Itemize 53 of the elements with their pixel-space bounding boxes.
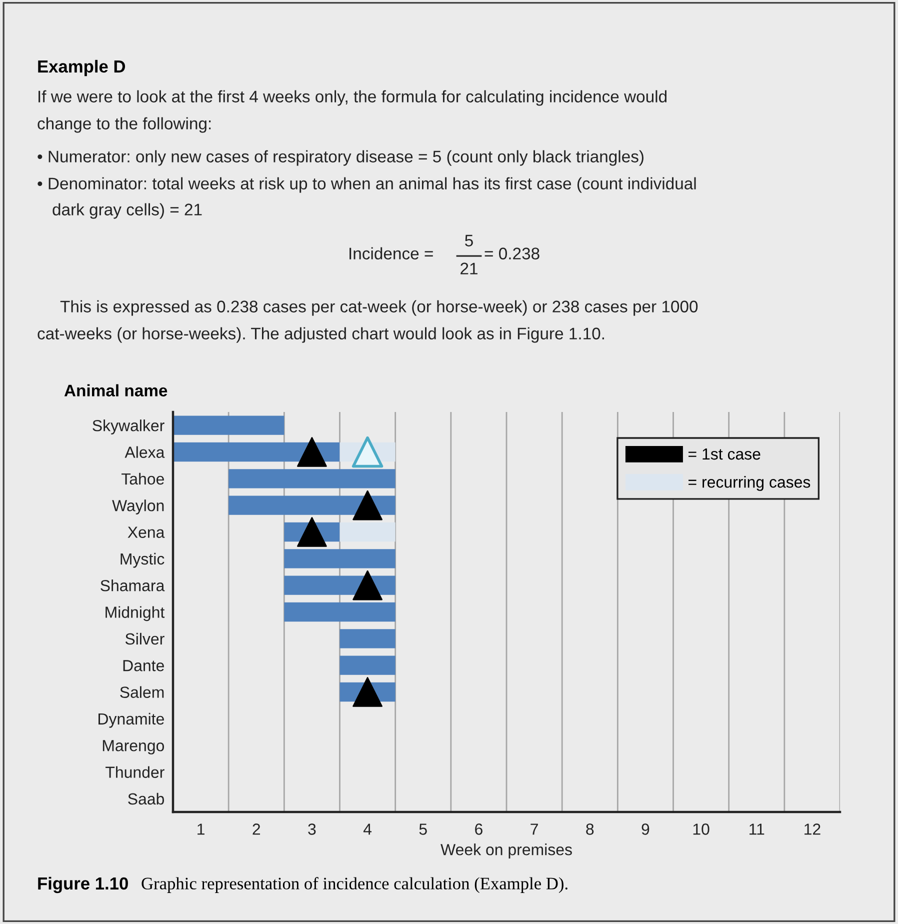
y-tick-label: Xena (128, 526, 165, 538)
x-tick-label: 2 (252, 824, 260, 835)
text: Graphic representation of incidence calculation (Example D). (142, 877, 568, 893)
text: change to the following: (38, 117, 211, 133)
x-tick-label: 5 (419, 824, 427, 835)
y-tick-label: Marengo (102, 740, 164, 754)
y-tick-label: Thunder (106, 766, 164, 778)
y-tick-label: Dante (123, 660, 164, 672)
y-tick-label: Salem (120, 686, 164, 698)
bar (284, 549, 396, 568)
bar (284, 602, 396, 622)
x-tick-label: 4 (363, 824, 372, 835)
y-tick-label: Mystic (120, 552, 164, 568)
chart-title: Example D (38, 60, 126, 76)
text: cat-weeks (or horse-weeks). The adjusted chart would look as in Figure 1.10. (38, 327, 604, 343)
bar (340, 629, 396, 648)
y-tick-label: Dynamite (98, 712, 164, 728)
x-tick-label: 7 (530, 824, 538, 835)
y-axis-title: Animal name (64, 384, 168, 396)
y-tick-label: Waylon (112, 500, 164, 514)
legend-label: = recurring cases (688, 476, 810, 491)
x-tick-label: 6 (475, 824, 482, 835)
y-tick-label: Tahoe (122, 472, 164, 485)
bar (340, 656, 396, 675)
caption: Figure 1.10 (38, 876, 128, 894)
text: This is expressed as 0.238 cases per cat-week (or horse-week) or 238 cases per 1000 (60, 300, 698, 316)
text: • Numerator: only new cases of respiratory disease = 5 (count only black triangles) (38, 150, 644, 166)
x-tick-label: 3 (308, 824, 316, 835)
text: dark gray cells) = 21 (52, 203, 202, 219)
y-tick-label: Silver (125, 632, 164, 645)
text: If we were to look at the first 4 weeks only, the formula for calculating incidence would (38, 90, 666, 106)
bar (340, 522, 396, 542)
text: 21 (460, 262, 478, 274)
x-tick-label: 11 (750, 824, 764, 835)
text: 5 (465, 234, 473, 246)
y-tick-label: Saab (128, 792, 164, 805)
x-axis-title: Week on premises (440, 844, 572, 858)
x-tick-label: 9 (642, 824, 650, 835)
y-tick-label: Shamara (100, 580, 165, 592)
text: = 0.238 (484, 248, 540, 260)
x-tick-label: 10 (693, 824, 710, 835)
text: Incidence = (350, 247, 433, 260)
legend-label: = 1st case (688, 448, 760, 460)
x-tick-label: 8 (586, 824, 594, 835)
bar (228, 496, 396, 515)
x-tick-label: 1 (198, 824, 204, 835)
y-tick-label: Skywalker (92, 420, 164, 434)
x-tick-label: 12 (804, 824, 820, 835)
bar (173, 416, 284, 435)
text: • Denominator: total weeks at risk up to when an animal has its first case (count individual (38, 177, 696, 193)
y-tick-label: Midnight (106, 606, 165, 622)
y-tick-label: Alexa (124, 446, 165, 458)
bar (228, 469, 396, 488)
